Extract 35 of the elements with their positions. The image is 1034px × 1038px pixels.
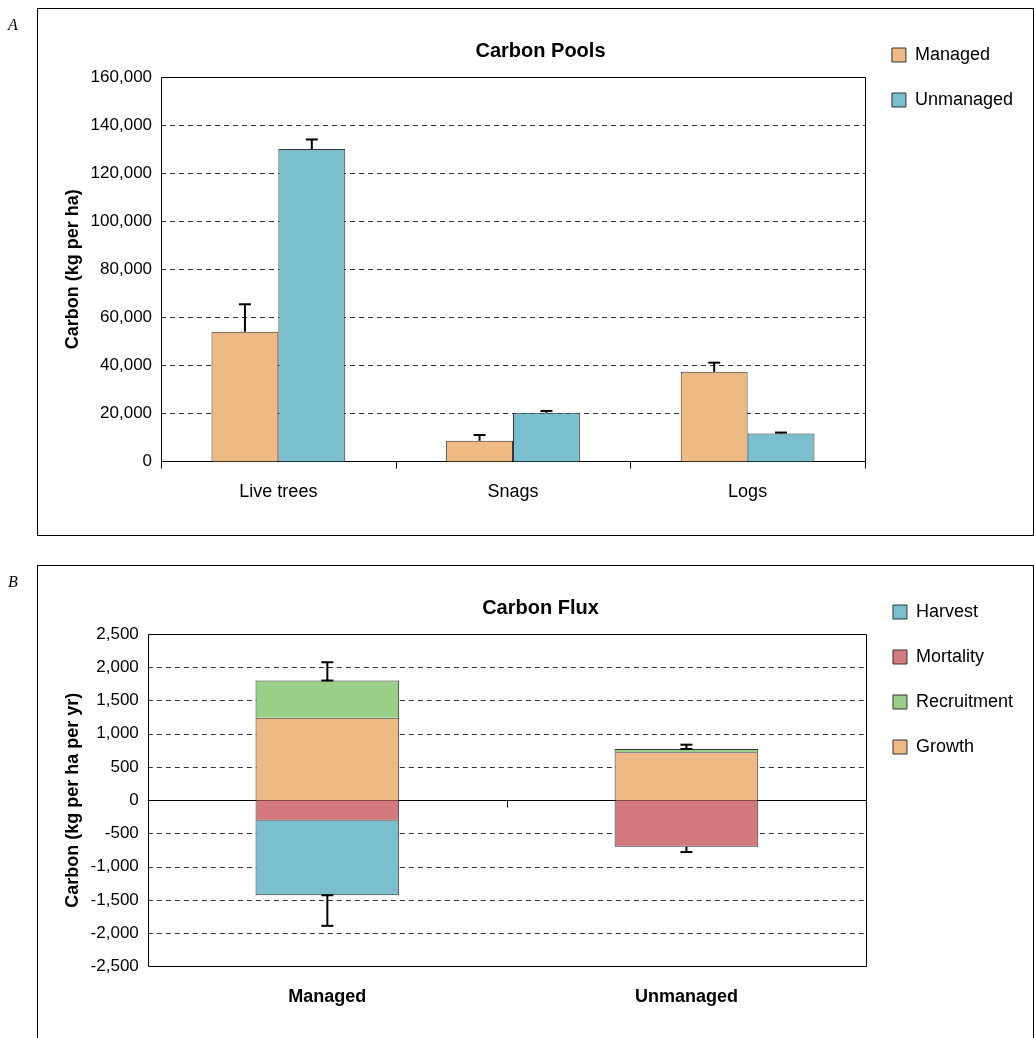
- y-tick-label: 100,000: [90, 210, 153, 230]
- y-tick-label: 40,000: [100, 354, 153, 374]
- legend-label: Recruitment: [915, 690, 1013, 711]
- y-tick-label: -1,000: [90, 856, 139, 876]
- legend-label: Mortality: [915, 645, 984, 666]
- y-tick-label: 0: [142, 451, 153, 471]
- y-tick-label: 140,000: [90, 114, 153, 134]
- y-tick-label: -1,500: [90, 889, 139, 909]
- x-tick-label: Live trees: [239, 481, 318, 502]
- x-tick-label: Logs: [728, 481, 768, 502]
- y-tick-label: 0: [129, 789, 139, 809]
- y-tick-label: 160,000: [90, 66, 153, 86]
- legend-label: Unmanaged: [914, 88, 1014, 109]
- x-tick-label: Snags: [487, 481, 539, 502]
- chart-title: Carbon Pools: [475, 38, 606, 61]
- y-tick-label: 1,000: [96, 723, 139, 743]
- legend-label: Harvest: [915, 600, 978, 621]
- y-tick-label: -2,500: [90, 956, 139, 976]
- y-axis-title: Carbon (kg per ha): [61, 189, 82, 350]
- text: B: [8, 573, 18, 591]
- y-tick-label: 2,000: [96, 656, 139, 676]
- legend-label: Managed: [914, 43, 990, 64]
- y-tick-label: 500: [110, 756, 139, 776]
- text: A: [8, 16, 18, 34]
- y-tick-label: 1,500: [96, 690, 139, 710]
- y-tick-label: 80,000: [100, 258, 153, 278]
- y-tick-label: -500: [104, 823, 139, 843]
- y-tick-label: 120,000: [90, 162, 153, 182]
- y-axis-title: Carbon (kg per ha per yr): [61, 692, 82, 908]
- y-tick-label: 2,500: [96, 623, 139, 643]
- y-tick-label: 60,000: [100, 306, 153, 326]
- y-tick-label: 20,000: [100, 403, 153, 423]
- y-tick-label: -2,000: [90, 922, 139, 942]
- legend-label: Growth: [915, 735, 974, 756]
- chart-title: Carbon Flux: [482, 595, 599, 618]
